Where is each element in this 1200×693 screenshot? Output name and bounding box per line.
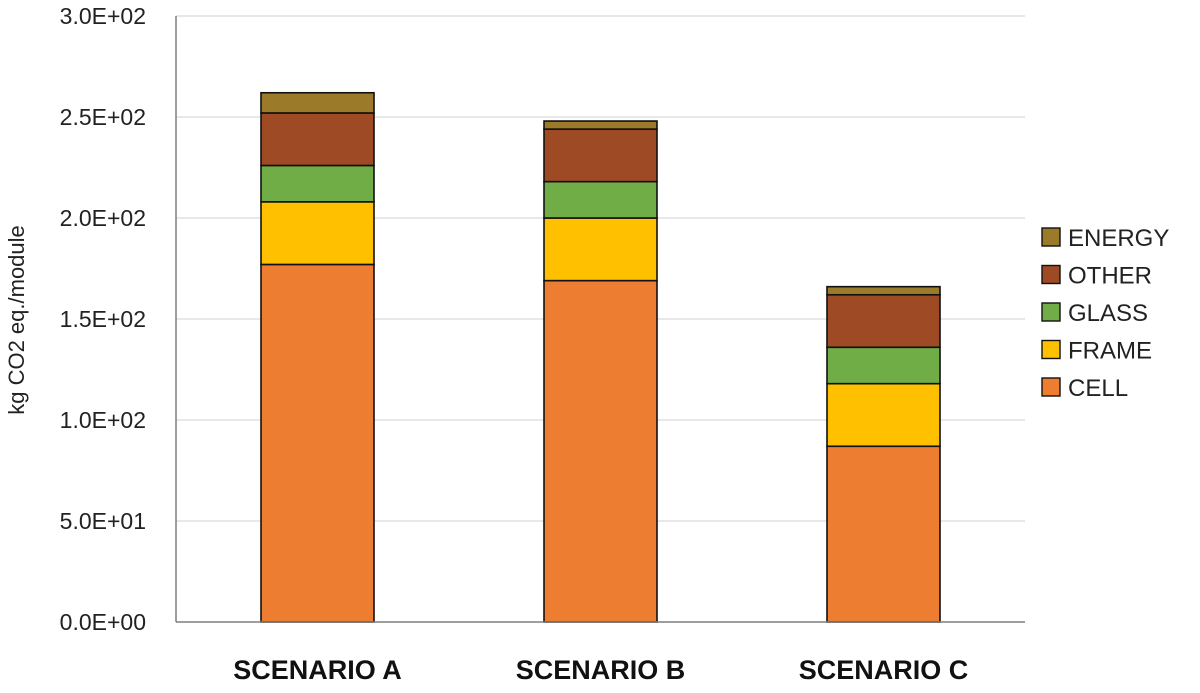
y-tick-label: 2.0E+02: [60, 205, 146, 231]
legend-swatch: [1041, 264, 1061, 285]
bar-segment-other-3: [826, 293, 941, 349]
bar-segment-frame-3: [826, 382, 941, 448]
bar-segment-energy-2: [543, 120, 658, 130]
bar-stacks: [260, 91, 941, 623]
x-category-label: SCENARIO A: [233, 655, 402, 685]
legend-item-glass: GLASS: [1041, 300, 1148, 327]
legend-label: ENERGY: [1068, 225, 1169, 252]
bar-segment-cell-1: [260, 263, 375, 623]
legend: ENERGY OTHER GLASS FRAME CELL: [1041, 225, 1169, 402]
legend-item-energy: ENERGY: [1041, 225, 1169, 252]
bar-segment-glass-1: [260, 164, 375, 203]
bar-segment-glass-3: [826, 346, 941, 385]
axes: [175, 16, 1025, 623]
bar-segment-cell-2: [543, 279, 658, 623]
y-tick-label: 3.0E+02: [60, 3, 146, 29]
bar-segment-frame-2: [543, 217, 658, 282]
y-tick-label: 2.5E+02: [60, 104, 146, 130]
y-axis-tick-labels: 0.0E+00 5.0E+01 1.0E+02 1.5E+02 2.0E+02 2.5E+…: [60, 3, 146, 635]
y-tick-label: 1.5E+02: [60, 306, 146, 332]
bar-segment-energy-1: [260, 91, 375, 114]
bar-segment-glass-2: [543, 180, 658, 219]
legend-item-frame: FRAME: [1041, 338, 1152, 365]
legend-label: CELL: [1068, 375, 1128, 402]
x-category-label: SCENARIO C: [799, 655, 969, 685]
bar-segment-frame-1: [260, 201, 375, 266]
bar-segment-other-1: [260, 112, 375, 167]
y-tick-label: 1.0E+02: [60, 407, 146, 433]
legend-swatch: [1041, 227, 1061, 247]
x-axis-category-labels: SCENARIO A SCENARIO B SCENARIO C: [233, 655, 968, 685]
y-tick-label: 0.0E+00: [60, 609, 146, 635]
bar-segment-energy-3: [826, 285, 941, 296]
x-category-label: SCENARIO B: [516, 655, 686, 685]
legend-item-other: OTHER: [1041, 263, 1152, 290]
legend-label: FRAME: [1068, 338, 1152, 365]
y-tick-label: 5.0E+01: [60, 508, 146, 534]
legend-swatch: [1041, 302, 1061, 322]
legend-label: OTHER: [1068, 263, 1152, 290]
legend-label: GLASS: [1068, 300, 1148, 327]
bar-segment-cell-3: [826, 445, 941, 623]
legend-swatch: [1041, 339, 1061, 360]
legend-swatch: [1041, 377, 1061, 397]
legend-item-cell: CELL: [1041, 375, 1128, 402]
bar-segment-other-2: [543, 128, 658, 183]
y-axis-label: kg CO2 eq./module: [4, 225, 29, 415]
